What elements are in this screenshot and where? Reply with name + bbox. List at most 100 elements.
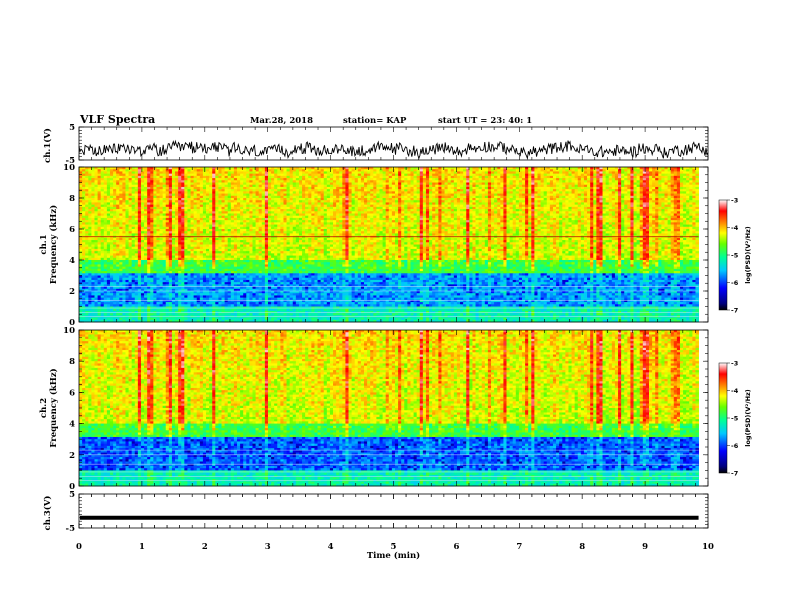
spectrogram-cell — [419, 173, 424, 177]
spectrogram-cell — [224, 178, 229, 181]
spectrogram-cell — [670, 169, 675, 172]
spectrogram-cell — [150, 169, 154, 172]
spectrogram-cell — [627, 193, 631, 197]
spectrogram-cell — [85, 200, 89, 203]
spectrogram-cell — [580, 178, 585, 181]
spectrogram-cell — [289, 167, 294, 170]
spectrogram-cell — [339, 215, 343, 219]
spectrogram-cell — [305, 209, 309, 212]
spectrogram-cell — [323, 175, 328, 179]
spectrogram-cell — [655, 215, 659, 219]
spectrogram-cell — [466, 211, 470, 214]
spectrogram-cell — [252, 178, 256, 181]
spectrogram-cell — [649, 195, 653, 199]
spectrogram-cell — [422, 211, 427, 214]
spectrogram-cell — [283, 206, 287, 210]
spectrogram-cell — [264, 175, 269, 179]
spectrogram-cell — [683, 204, 687, 208]
spectrogram-cell — [240, 189, 244, 192]
spectrogram-cell — [509, 204, 514, 208]
spectrogram-cell — [212, 191, 216, 194]
spectrogram-cell — [360, 178, 365, 181]
spectrogram-cell — [661, 169, 665, 172]
spectrogram-cell — [621, 189, 625, 192]
spectrogram-cell — [367, 171, 371, 175]
spectrogram-cell — [317, 189, 322, 192]
spectrogram-cell — [521, 175, 526, 179]
spectrogram-cell — [649, 206, 653, 210]
spectrogram-cell — [274, 189, 278, 192]
spectrogram-cell — [134, 167, 139, 170]
spectrogram-cell — [333, 209, 337, 212]
spectrogram-cell — [689, 182, 693, 186]
spectrogram-cell — [162, 189, 167, 192]
spectrogram-cell — [549, 180, 554, 183]
spectrogram-cell — [472, 217, 476, 221]
spectrogram-cell — [137, 189, 142, 192]
spectrogram-cell — [128, 189, 133, 192]
spectrogram-cell — [416, 184, 421, 188]
spectrogram-cell — [181, 182, 185, 186]
spectrogram-cell — [521, 204, 526, 208]
spectrogram-cell — [243, 206, 247, 210]
spectrogram-cell — [317, 180, 322, 183]
spectrogram-cell — [106, 191, 111, 194]
spectrogram-cell — [181, 173, 185, 177]
spectrogram-cell — [187, 220, 191, 223]
spectrogram-cell — [605, 180, 610, 183]
spectrogram-cell — [574, 186, 579, 190]
spectrogram-cell — [565, 173, 569, 177]
spectrogram-cell — [295, 217, 300, 221]
spectrogram-cell — [360, 182, 365, 186]
spectrogram-cell — [317, 195, 322, 199]
spectrogram-cell — [348, 191, 353, 194]
spectrogram-cell — [450, 200, 455, 203]
spectrogram-cell — [491, 171, 495, 175]
spectrogram-cell — [394, 189, 399, 192]
spectrogram-cell — [199, 193, 204, 197]
spectrogram-cell — [267, 217, 272, 221]
spectrogram-cell — [512, 211, 517, 214]
spectrogram-cell — [587, 202, 591, 206]
spectrogram-cell — [376, 206, 380, 210]
spectrogram-cell — [432, 193, 436, 197]
spectrogram-cell — [116, 204, 120, 208]
spectrogram-cell — [580, 206, 585, 210]
spectrogram-cell — [199, 186, 204, 190]
spectrogram-cell — [209, 204, 213, 208]
spectrogram-cell — [373, 189, 377, 192]
spectrogram-cell — [469, 175, 473, 179]
spectrogram-cell — [556, 173, 560, 177]
spectrogram-cell — [267, 200, 272, 203]
spectrogram-cell — [199, 200, 204, 203]
spectrogram-cell — [345, 175, 349, 179]
spectrogram-cell — [236, 215, 241, 219]
spectrogram-cell — [147, 200, 151, 203]
spectrogram-cell — [500, 191, 504, 194]
spectrogram-cell — [460, 213, 464, 217]
spectrogram-cell — [521, 193, 526, 197]
spectrogram-cell — [91, 180, 95, 183]
spectrogram-cell — [627, 182, 631, 186]
spectrogram-cell — [447, 209, 452, 212]
spectrogram-cell — [404, 202, 408, 206]
spectrogram-cell — [388, 191, 393, 194]
spectrogram-cell — [432, 200, 436, 203]
spectrogram-cell — [435, 211, 439, 214]
spectrogram-cell — [649, 169, 653, 172]
spectrogram-cell — [552, 173, 557, 177]
spectrogram-cell — [230, 191, 235, 194]
spectrogram-cell — [302, 180, 306, 183]
spectrogram-cell — [531, 180, 535, 183]
spectrogram-cell — [168, 215, 173, 219]
spectrogram-cell — [243, 211, 247, 214]
spectrogram-cell — [645, 167, 650, 170]
spectrogram-cell — [683, 211, 687, 214]
spectrogram-cell — [283, 171, 287, 175]
spectrogram-cell — [184, 209, 188, 212]
spectrogram-cell — [227, 220, 232, 223]
spectrogram-cell — [456, 169, 461, 172]
spectrogram-cell — [497, 202, 501, 206]
spectrogram-cell — [571, 202, 576, 206]
spectrogram-cell — [184, 184, 188, 188]
